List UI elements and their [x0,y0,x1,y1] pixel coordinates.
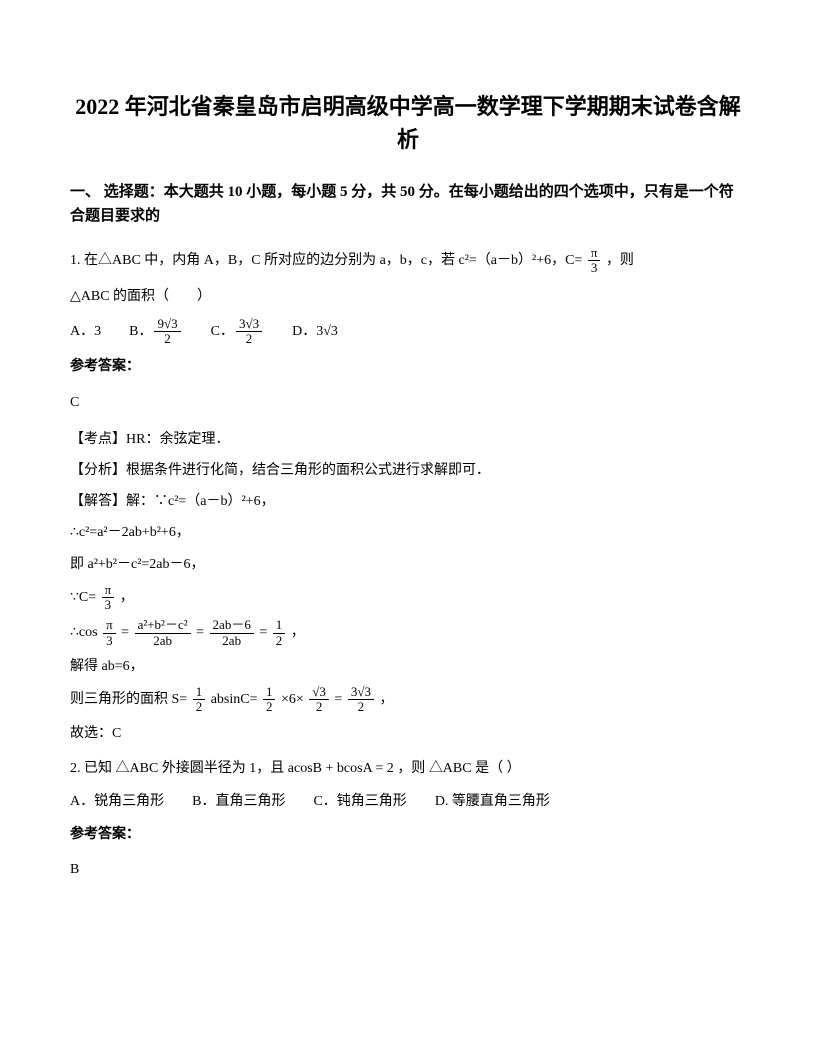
step4-b: ， [291,625,305,640]
frac-num: 3√3 [348,685,374,700]
step6-mid3: = [334,692,342,707]
step3-a: ∵C= [70,590,96,605]
step4-frac3: 2ab－6 2ab [210,618,254,648]
q1-step2: 即 a²+b²－c²=2ab－6， [70,552,746,577]
frac-den: 2 [154,332,180,346]
frac-den: 2 [263,700,276,714]
step6-mid1: absinC= [211,692,258,707]
q2-option-b: B．直角三角形 [192,789,285,814]
q1-option-c: C． 3√3 2 [211,317,264,347]
q1-step6: 则三角形的面积 S= 1 2 absinC= 1 2 ×6× √3 2 = 3√… [70,685,746,715]
frac-num: 1 [273,618,286,633]
opt-c-label: C． [211,319,234,344]
frac-num: 1 [193,685,206,700]
q1-text-a: 1. 在△ABC 中，内角 A，B，C 所对应的边分别为 a，b，c，若 c²=… [70,253,582,268]
step3-b: ， [120,590,134,605]
step4-eq2: = [196,625,204,640]
frac-num: 1 [263,685,276,700]
q2-answer-value: B [70,857,746,882]
step6-frac2: 1 2 [263,685,276,715]
frac-den: 2 [309,700,329,714]
section-header: 一、 选择题：本大题共 10 小题，每小题 5 分，共 50 分。在每小题给出的… [70,180,746,228]
frac-den: 3 [588,261,601,275]
q2-text-b: 外接圆半径为 1，且 [162,761,285,776]
q1-stem-line1: 1. 在△ABC 中，内角 A，B，C 所对应的边分别为 a，b，c，若 c²=… [70,246,746,276]
q2-answer-label: 参考答案： [70,822,746,847]
frac-den: 3 [103,634,116,648]
exam-title: 2022 年河北省秦皇岛市启明高级中学高一数学理下学期期末试卷含解析 [70,90,746,156]
q1-step4: ∴cos π 3 = a²+b²－c² 2ab = 2ab－6 2ab = 1 … [70,618,746,648]
q1-text-b: ，则 [606,253,634,268]
opt-b-label: B． [129,319,152,344]
step4-frac1: π 3 [103,618,116,648]
step6-frac4: 3√3 2 [348,685,374,715]
q2-eq: acosB + bcosA = 2 [288,761,394,776]
q1-step3: ∵C= π 3 ， [70,583,746,613]
q1-option-b: B． 9√3 2 [129,317,182,347]
step6-mid2: ×6× [281,692,304,707]
step4-frac2: a²+b²－c² 2ab [135,618,191,648]
step6-b: ， [379,692,393,707]
q1-answer-label: 参考答案： [70,354,746,379]
frac-den: 3 [102,598,115,612]
step4-frac4: 1 2 [273,618,286,648]
q2-options: A．锐角三角形 B．直角三角形 C．钝角三角形 D. 等腰直角三角形 [70,789,746,814]
q2-tri1: △ABC [116,761,159,776]
q2-option-a: A．锐角三角形 [70,789,164,814]
q2-stem: 2. 已知 △ABC 外接圆半径为 1，且 acosB + bcosA = 2 … [70,756,746,781]
step6-frac3: √3 2 [309,685,329,715]
frac-num: π [588,246,601,261]
frac-den: 2 [193,700,206,714]
q2-text-c: ，则 [397,761,425,776]
frac-den: 2ab [135,634,191,648]
step4-eq3: = [259,625,267,640]
frac-num: 3√3 [236,317,262,332]
q1-options: A．3 B． 9√3 2 C． 3√3 2 D．3√3 [70,317,746,347]
frac-num: a²+b²－c² [135,618,191,633]
step4-a: ∴cos [70,625,98,640]
q1-step7: 故选：C [70,721,746,746]
q2-text-d: 是（ ） [475,761,521,776]
q1-jieda: 【解答】解：∵c²=（a－b）²+6， [70,489,746,514]
q1-answer-value: C [70,390,746,415]
step4-eq1: = [121,625,129,640]
step6-frac1: 1 2 [193,685,206,715]
q1-option-a: A．3 [70,319,101,344]
q2-option-c: C．钝角三角形 [313,789,406,814]
q1-step1: ∴c²=a²－2ab+b²+6， [70,520,746,545]
q1-step5: 解得 ab=6， [70,654,746,679]
frac-den: 2 [236,332,262,346]
step6-a: 则三角形的面积 S= [70,692,187,707]
q1-kaodian: 【考点】HR：余弦定理． [70,427,746,452]
frac-den: 2 [273,634,286,648]
frac-num: √3 [309,685,329,700]
q1-option-d: D．3√3 [292,319,338,344]
q2-text-a: 2. 已知 [70,761,112,776]
q1-stem-line2: △ABC 的面积（ ） [70,284,746,309]
frac-num: 9√3 [154,317,180,332]
q1-frac-c: π 3 [588,246,601,276]
frac-num: π [102,583,115,598]
frac-den: 2 [348,700,374,714]
opt-c-frac: 3√3 2 [236,317,262,347]
opt-b-frac: 9√3 2 [154,317,180,347]
frac-num: π [103,618,116,633]
frac-num: 2ab－6 [210,618,254,633]
q2-tri2: △ABC [429,761,472,776]
q1-fenxi: 【分析】根据条件进行化简，结合三角形的面积公式进行求解即可． [70,458,746,483]
frac-den: 2ab [210,634,254,648]
q2-option-d: D. 等腰直角三角形 [435,789,550,814]
step3-frac: π 3 [102,583,115,613]
